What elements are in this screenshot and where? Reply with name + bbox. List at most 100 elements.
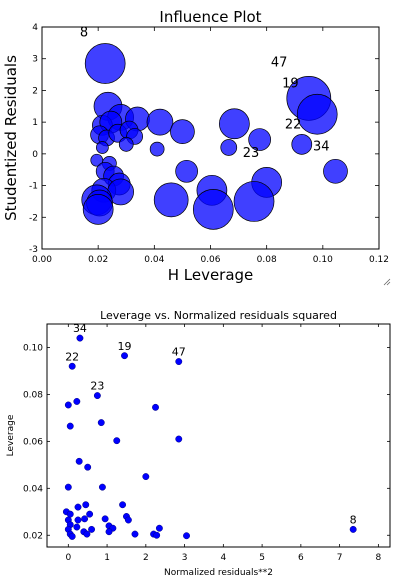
x-tick-label: 6 [298,553,304,563]
point-annotation: 23 [90,380,104,393]
data-bubble [220,139,238,156]
data-point [86,510,94,518]
data-bubble [170,119,195,145]
x-tick-label: 0.02 [88,255,108,265]
chart-title: Influence Plot [159,8,261,26]
y-tick-label: 0.02 [23,531,43,541]
y-tick-label: -2 [29,213,38,223]
y-tick-label: 3 [32,55,38,65]
data-point [75,457,83,465]
data-point [88,525,96,533]
data-bubble [296,93,338,135]
data-point [73,398,81,405]
point-annotation: 34 [313,140,330,155]
x-tick-label: 4 [220,553,226,563]
x-tick-label: 7 [337,553,343,563]
y-axis-label: Leverage [6,414,16,456]
data-point [93,392,101,400]
data-bubble [146,108,174,136]
data-bubble [82,194,114,225]
data-bubble [175,159,198,183]
point-annotation: 8 [350,514,357,527]
data-bubble [153,182,189,218]
x-axis-label: Normalized residuals**2 [164,568,273,578]
data-point [68,532,76,540]
y-tick-label: 1 [32,118,38,128]
y-tick-label: 2 [32,86,38,96]
data-point [175,358,183,366]
data-point [105,528,113,536]
point-annotation: 19 [118,340,132,353]
data-point [64,483,72,491]
data-point [124,516,132,524]
y-tick-label: 0.10 [23,343,43,353]
data-bubble [192,189,234,230]
data-point [101,515,109,523]
point-annotation: 47 [271,56,288,71]
data-point [131,530,139,538]
data-point [349,525,357,533]
data-bubble [248,128,271,151]
x-tick-label: 0.04 [144,255,164,265]
data-bubble [84,43,126,84]
x-axis-label: H Leverage [168,266,254,284]
markers-group [62,334,357,540]
x-tick-label: 5 [259,553,265,563]
y-tick-label: -1 [29,182,38,192]
x-tick-label: 0.06 [200,255,220,265]
x-tick-label: 0.10 [313,255,333,265]
x-tick-label: 0.08 [257,255,277,265]
chart-title: Leverage vs. Normalized residuals square… [100,309,337,322]
data-point [152,403,159,411]
data-point [84,463,92,471]
data-point [113,437,121,445]
data-point [175,435,183,443]
data-point [119,501,127,509]
data-point [74,503,82,511]
point-annotation: 22 [65,350,79,363]
data-point [121,352,128,360]
y-tick-label: 0.08 [23,390,43,400]
y-axis-label: Studentized Residuals [2,55,20,221]
point-annotation: 19 [282,76,299,91]
data-point [76,334,84,342]
data-point [73,523,81,531]
data-bubble [149,141,165,157]
data-bubble [233,181,275,222]
y-tick-label: 0 [32,150,38,160]
point-annotation: 22 [285,117,302,132]
data-bubble [90,153,104,167]
y-tick-label: 0.04 [23,484,43,494]
x-tick-label: 8 [376,553,382,563]
x-tick-label: 0.00 [32,255,52,265]
resize-grip-icon[interactable] [383,278,391,286]
markers-group [81,43,348,230]
point-annotation: 8 [80,26,88,41]
point-annotation: 23 [243,146,260,161]
data-point [66,422,74,430]
data-point [98,483,106,491]
y-tick-label: -3 [29,245,38,255]
axes-frame [46,323,391,548]
data-point [74,516,82,524]
data-point [142,473,150,481]
data-point [83,530,91,538]
data-point [155,524,163,532]
x-tick-label: 0 [65,553,71,563]
point-annotation: 47 [172,346,186,359]
x-tick-label: 1 [104,553,110,563]
data-point [153,531,161,539]
x-tick-label: 2 [143,553,149,563]
data-point [183,532,190,540]
data-bubble [118,136,134,152]
y-tick-label: 4 [32,23,38,33]
point-annotation: 34 [73,322,87,335]
data-bubble [323,158,348,184]
plot-area [47,324,390,547]
data-bubble [219,108,250,140]
data-point [81,515,89,523]
data-bubble [291,133,313,155]
